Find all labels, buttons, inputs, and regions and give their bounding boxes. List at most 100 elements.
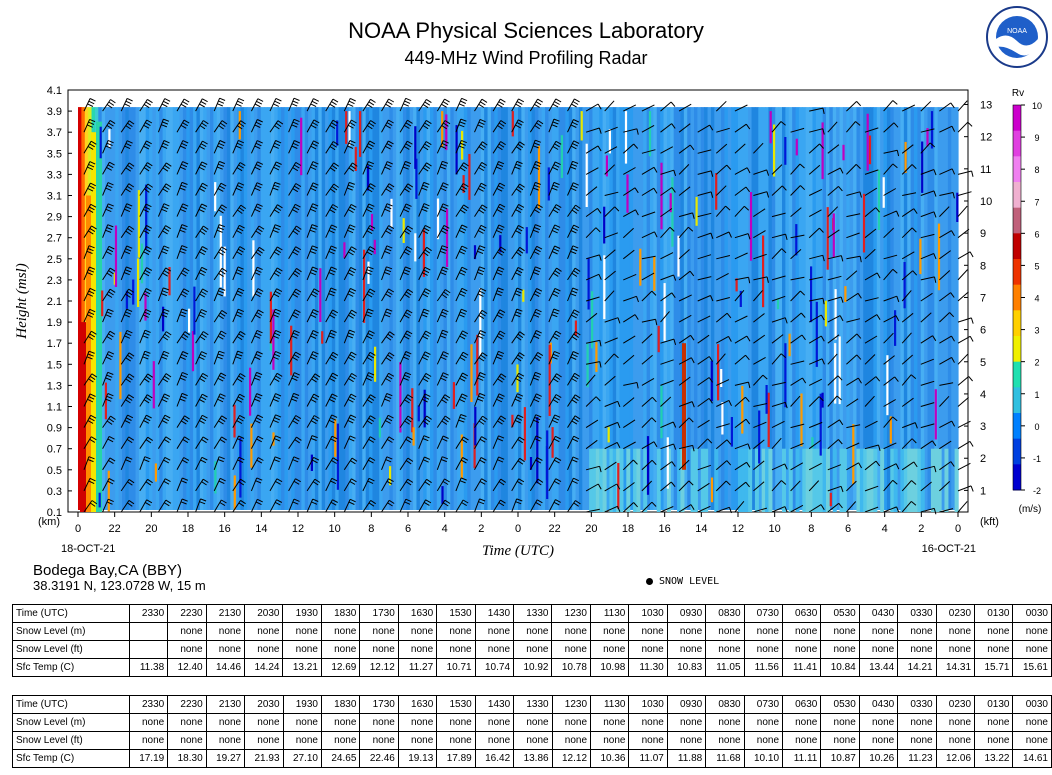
wind-barb xyxy=(864,460,877,471)
heatmap-column xyxy=(947,107,952,510)
y-tick-label: 1.9 xyxy=(47,317,62,329)
wind-barb-flag xyxy=(162,290,168,294)
wind-barb-flag xyxy=(875,376,881,382)
wind-barb-flag xyxy=(426,246,432,252)
wind-barb xyxy=(288,268,297,281)
wind-barb-flag xyxy=(329,248,336,252)
heatmap-column xyxy=(328,107,333,510)
wind-barb xyxy=(567,287,574,302)
wind-barb-flag xyxy=(571,163,578,167)
heatmap-cell xyxy=(863,448,868,512)
wind-barb xyxy=(511,498,518,513)
wind-barb-flag xyxy=(182,417,189,423)
wind-barb-flag xyxy=(237,396,244,401)
wind-barb-flag xyxy=(163,459,170,464)
wind-barb xyxy=(901,144,914,154)
wind-barb-flag xyxy=(254,124,261,128)
wind-barb-flag xyxy=(384,271,391,275)
wind-barb-flag xyxy=(164,333,170,338)
heatmap-cell xyxy=(944,448,949,512)
wind-barb xyxy=(529,435,537,449)
wind-barb xyxy=(343,309,352,323)
heatmap-column xyxy=(538,107,543,510)
heatmap-speckle xyxy=(525,227,528,254)
wind-barb xyxy=(827,485,842,492)
wind-barb-flag xyxy=(295,246,302,251)
heatmap-column xyxy=(900,107,905,510)
wind-barb xyxy=(622,502,634,513)
wind-barb-flag xyxy=(403,208,410,213)
wind-barb-flag xyxy=(181,353,188,358)
table-cell: none xyxy=(436,622,476,641)
wind-barb-flag xyxy=(351,119,357,124)
wind-barb xyxy=(771,248,783,260)
wind-barb-flag xyxy=(144,227,151,232)
wind-barb xyxy=(232,415,241,428)
wind-barb-flag xyxy=(255,206,262,210)
wind-barb-flag xyxy=(201,414,208,419)
wind-barb xyxy=(697,438,708,450)
wind-barb-flag xyxy=(144,501,151,506)
wind-barb xyxy=(641,272,655,281)
wind-barb-flag xyxy=(180,248,187,251)
y-tick-label: 0.1 xyxy=(47,507,62,519)
heatmap-cell xyxy=(636,448,641,512)
wind-barb-flag xyxy=(292,501,299,505)
wind-barb xyxy=(957,317,972,323)
wind-barb-flag xyxy=(292,314,298,319)
table-cell: none xyxy=(628,640,668,659)
wind-barb-flag xyxy=(238,287,245,292)
wind-barb-flag xyxy=(105,356,112,361)
wind-barb xyxy=(548,161,556,175)
wind-barb-flag xyxy=(217,335,224,340)
wind-barb-flag xyxy=(404,100,411,104)
wind-barb-flag xyxy=(911,227,917,233)
wind-barb-flag xyxy=(913,208,918,214)
wind-barb-flag xyxy=(424,418,431,423)
wind-barb xyxy=(901,332,912,344)
wind-barb-flag xyxy=(385,145,391,150)
wind-barb xyxy=(734,289,745,302)
wind-barb-flag xyxy=(440,187,447,192)
wind-barb-flag xyxy=(144,311,151,316)
wind-barb xyxy=(623,167,636,175)
wind-barb-flag xyxy=(90,502,96,507)
wind-barb-flag xyxy=(819,143,824,149)
colorbar-swatch xyxy=(1013,130,1021,157)
wind-barb-flag xyxy=(181,206,188,210)
wind-barb-flag xyxy=(272,356,279,360)
wind-barb xyxy=(436,435,444,449)
wind-barb-flag xyxy=(106,124,113,130)
wind-barb xyxy=(771,401,786,407)
wind-barb xyxy=(790,377,803,386)
wind-barb xyxy=(697,295,711,302)
wind-barb-flag xyxy=(274,224,281,228)
wind-barb-flag xyxy=(348,314,354,319)
wind-barb-flag xyxy=(780,353,787,358)
wind-barb-flag xyxy=(460,414,467,417)
wind-barb-flag xyxy=(348,501,355,505)
wind-barb xyxy=(604,191,619,196)
wind-barb xyxy=(957,353,969,365)
wind-barb-flag xyxy=(237,248,244,253)
wind-barb-flag xyxy=(180,124,187,129)
wind-barb-flag xyxy=(238,139,244,144)
wind-barb-flag xyxy=(272,398,279,402)
wind-barb-flag xyxy=(385,336,392,341)
wind-barb-flag xyxy=(556,373,562,378)
wind-barb-flag xyxy=(255,184,262,189)
wind-barb-flag xyxy=(515,163,522,167)
wind-barb-flag xyxy=(182,290,188,295)
wind-barb xyxy=(585,227,597,239)
wind-barb-flag xyxy=(653,441,658,448)
wind-barb-flag xyxy=(444,478,450,483)
wind-barb-flag xyxy=(143,103,150,109)
wind-barb-flag xyxy=(275,350,282,355)
wind-barb-flag xyxy=(143,332,150,336)
wind-barb-flag xyxy=(350,164,356,170)
wind-barb-flag xyxy=(404,188,410,193)
wind-barb xyxy=(102,161,110,175)
wind-barb xyxy=(827,375,839,386)
wind-barb xyxy=(474,141,483,154)
table-cell: none xyxy=(628,622,668,641)
